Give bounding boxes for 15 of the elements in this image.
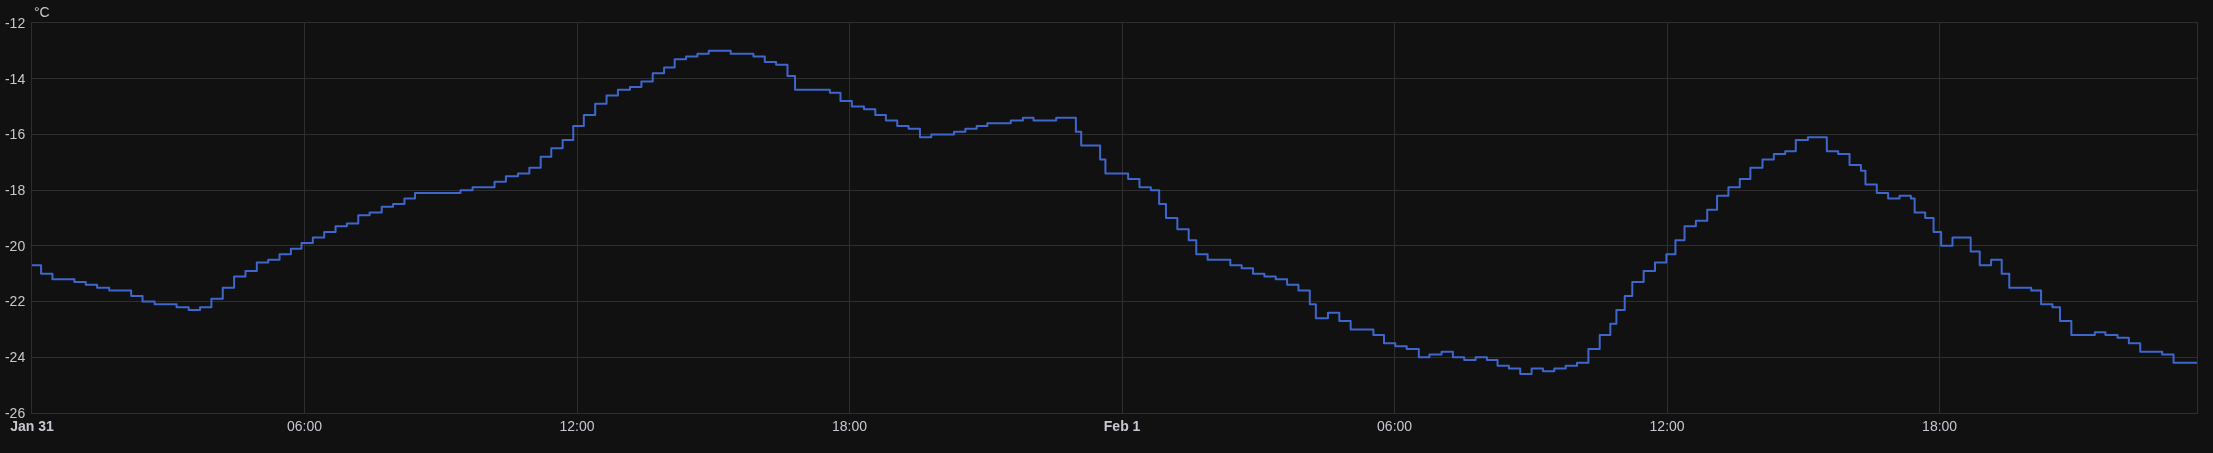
x-tick-label: 06:00 [287, 417, 323, 434]
y-tick-label: -18 [4, 182, 26, 199]
x-tick-label: 12:00 [1649, 417, 1685, 434]
x-tick-label: 06:00 [1377, 417, 1413, 434]
y-tick-label: -20 [4, 237, 26, 254]
x-tick-label: 18:00 [832, 417, 868, 434]
x-tick-label: 12:00 [559, 417, 595, 434]
y-tick-label: -24 [4, 349, 26, 366]
x-tick-label: 18:00 [1922, 417, 1958, 434]
y-axis-title: °C [34, 4, 50, 20]
y-tick-label: -14 [4, 70, 26, 87]
y-tick-label: -16 [4, 126, 26, 143]
y-tick-label: -12 [4, 14, 26, 31]
y-tick-label: -22 [4, 293, 26, 310]
x-tick-label: Feb 1 [1103, 417, 1141, 434]
